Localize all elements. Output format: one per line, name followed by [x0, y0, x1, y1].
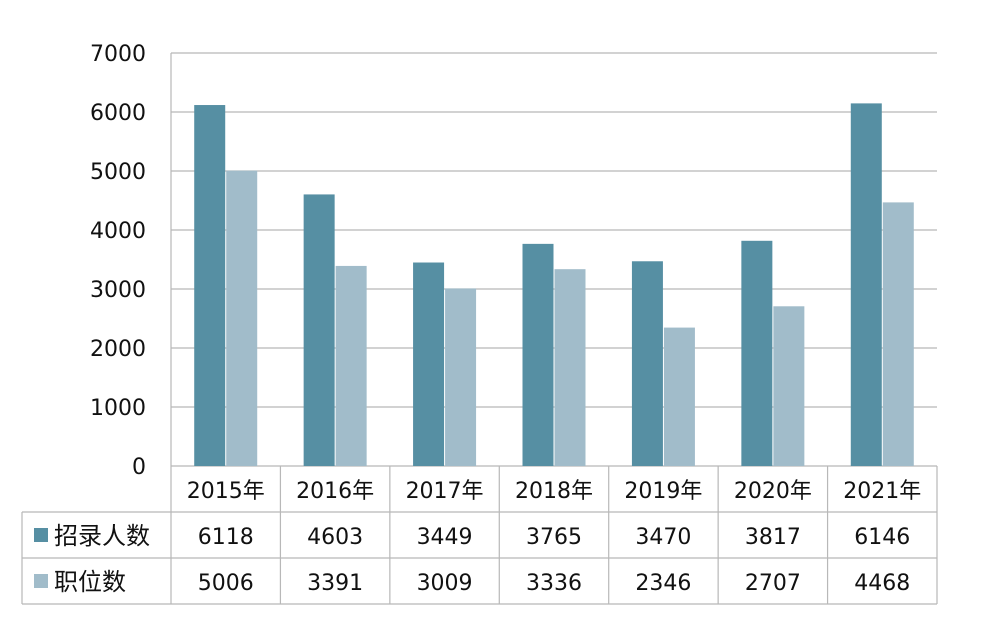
data-label: 6146: [854, 525, 910, 550]
data-label: 3817: [745, 525, 801, 550]
data-label: 4603: [307, 525, 363, 550]
data-label: 3009: [417, 571, 473, 596]
bar-2021年-招录人数: [850, 103, 882, 467]
y-tick-label: 3000: [90, 278, 146, 303]
y-tick-label: 1000: [90, 396, 146, 421]
data-label: 6118: [198, 525, 254, 550]
x-category-label: 2020年: [734, 479, 812, 504]
bar-2020年-招录人数: [741, 240, 773, 466]
legend-label: 招录人数: [54, 522, 150, 550]
y-tick-label: 6000: [90, 101, 146, 126]
bar-2018年-招录人数: [522, 243, 554, 466]
y-tick-label: 0: [132, 455, 146, 480]
data-label: 5006: [198, 571, 254, 596]
bar-2017年-招录人数: [413, 262, 445, 466]
data-label: 2346: [635, 571, 691, 596]
bar-2016年-招录人数: [303, 194, 335, 466]
x-category-label: 2017年: [406, 479, 484, 504]
data-label: 3449: [417, 525, 473, 550]
y-tick-label: 2000: [90, 337, 146, 362]
legend-label: 职位数: [54, 568, 126, 596]
bar-2017年-职位数: [445, 288, 477, 466]
x-category-label: 2019年: [624, 479, 702, 504]
y-axis-ticks: 0 1000 2000 3000 4000 5000 6000 7000: [90, 42, 146, 480]
bar-2018年-职位数: [554, 269, 586, 466]
bar-2021年-职位数: [882, 202, 914, 466]
data-label: 3470: [635, 525, 691, 550]
y-tick-label: 5000: [90, 160, 146, 185]
bar-2019年-招录人数: [631, 261, 663, 466]
data-label: 3391: [307, 571, 363, 596]
y-tick-label: 4000: [90, 219, 146, 244]
bar-2016年-职位数: [335, 265, 367, 466]
y-tick-label: 7000: [90, 42, 146, 67]
bars: [194, 103, 914, 467]
bar-2015年-招录人数: [194, 105, 226, 467]
bar-2020年-职位数: [773, 306, 805, 466]
data-label: 3765: [526, 525, 582, 550]
bar-2019年-职位数: [663, 327, 695, 466]
bar-2015年-职位数: [226, 170, 258, 466]
x-category-label: 2015年: [187, 479, 265, 504]
data-label: 3336: [526, 571, 582, 596]
data-label: 2707: [745, 571, 801, 596]
x-category-label: 2018年: [515, 479, 593, 504]
legend-swatch: [34, 528, 48, 542]
gridlines: [170, 52, 937, 467]
x-category-label: 2021年: [843, 479, 921, 504]
legend-swatch: [34, 574, 48, 588]
data-label: 4468: [854, 571, 910, 596]
x-category-label: 2016年: [296, 479, 374, 504]
